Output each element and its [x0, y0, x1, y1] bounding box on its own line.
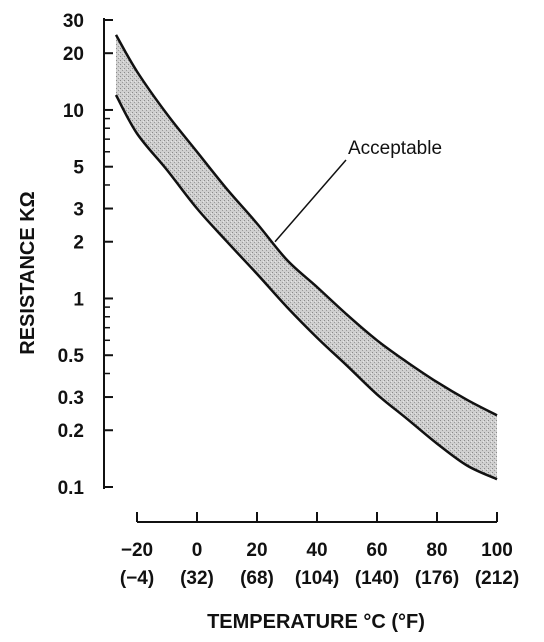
- y-tick-label: 3: [73, 200, 84, 221]
- upper-limit-line: [114, 34, 498, 417]
- lower-limit-line: [114, 94, 498, 481]
- x-tick-label-fahrenheit: (68): [240, 568, 274, 589]
- y-tick-label: 0.5: [58, 346, 85, 367]
- x-tick-label-celsius: −20: [121, 540, 153, 561]
- y-tick-label: 0.1: [58, 478, 85, 499]
- acceptable-band-layer: [114, 34, 498, 481]
- y-tick-label: 0.2: [58, 421, 84, 442]
- y-tick-label: 5: [73, 158, 84, 179]
- y-axis-title: RESISTANCE KΩ: [17, 191, 39, 354]
- y-tick-label: 1: [73, 289, 84, 310]
- y-tick-label: 10: [63, 101, 84, 122]
- y-tick-label: 20: [63, 44, 84, 65]
- x-tick-label-celsius: 0: [192, 540, 203, 561]
- x-tick-label-celsius: 80: [426, 540, 447, 561]
- x-tick-label-fahrenheit: (−4): [120, 568, 154, 589]
- x-tick-label-fahrenheit: (140): [355, 568, 399, 589]
- x-tick-label-celsius: 40: [306, 540, 327, 561]
- x-tick-label-fahrenheit: (104): [295, 568, 339, 589]
- y-tick-label: 2: [73, 233, 84, 254]
- x-tick-label-fahrenheit: (32): [180, 568, 214, 589]
- acceptable-band: [116, 34, 497, 480]
- y-tick-label: 0.3: [58, 388, 84, 409]
- x-tick-label-fahrenheit: (212): [475, 568, 519, 589]
- x-tick-label-fahrenheit: (176): [415, 568, 459, 589]
- x-tick-label-celsius: 60: [366, 540, 387, 561]
- y-tick-label: 30: [63, 11, 84, 32]
- x-axis-title: TEMPERATURE °C (°F): [207, 611, 425, 633]
- labels-layer: 30 20 10 5 3 2 1 0.5 0.3 0.2 0.1 −20 (−4) 0 (32) 20 (68)…: [58, 11, 520, 589]
- x-tick-label-celsius: 100: [481, 540, 513, 561]
- annotation-label: Acceptable: [348, 138, 442, 159]
- x-tick-label-celsius: 20: [246, 540, 267, 561]
- axes-layer: [103, 18, 498, 523]
- annotation-leader-line: [274, 159, 347, 243]
